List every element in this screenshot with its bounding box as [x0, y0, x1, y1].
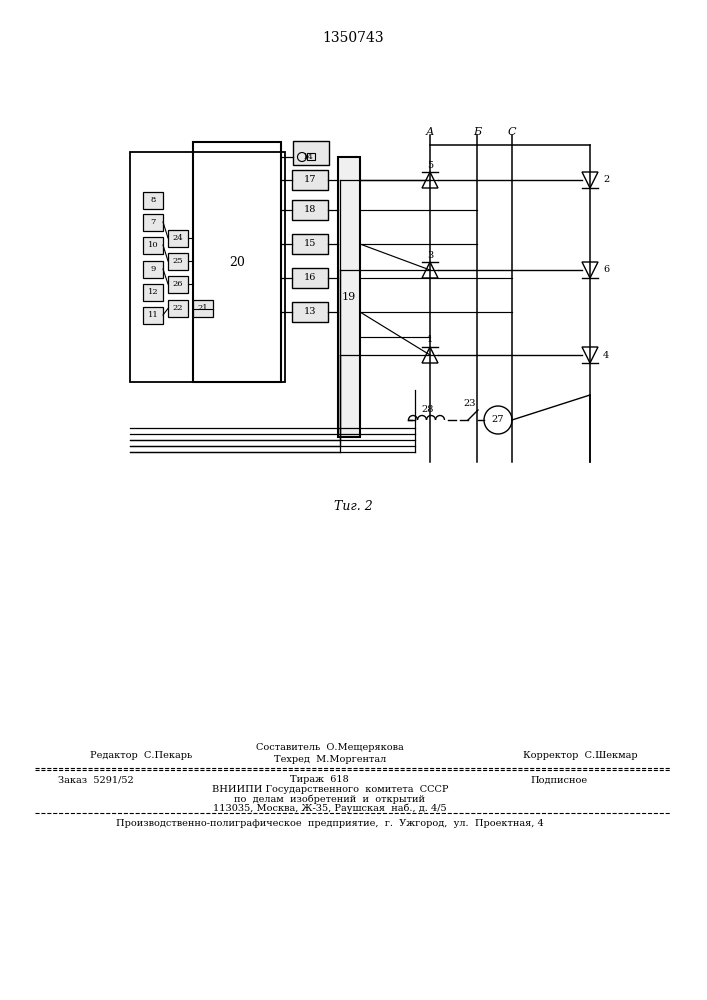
Bar — [143, 306, 163, 324]
Bar — [292, 200, 328, 220]
Text: 10: 10 — [148, 241, 158, 249]
Text: 28: 28 — [422, 404, 434, 414]
Bar — [193, 142, 281, 382]
Bar — [143, 260, 163, 277]
Text: Подписное: Подписное — [530, 776, 587, 784]
Text: 15: 15 — [304, 239, 316, 248]
Bar — [143, 214, 163, 231]
Text: 24: 24 — [173, 234, 183, 242]
Text: С: С — [508, 127, 516, 137]
Text: 26: 26 — [173, 280, 183, 288]
Text: 17: 17 — [304, 176, 316, 184]
Text: 3: 3 — [427, 250, 433, 259]
Text: 25: 25 — [173, 257, 183, 265]
Text: Составитель  О.Мещерякова: Составитель О.Мещерякова — [256, 744, 404, 752]
Text: 27: 27 — [492, 416, 504, 424]
Text: Тираж  618: Тираж 618 — [290, 776, 349, 784]
Text: 18: 18 — [304, 206, 316, 215]
Text: 19: 19 — [342, 292, 356, 302]
Text: 1: 1 — [427, 336, 433, 344]
Bar — [293, 141, 329, 165]
Bar — [143, 236, 163, 253]
Bar — [193, 300, 213, 317]
Text: 22: 22 — [173, 304, 183, 312]
Text: Заказ  5291/52: Заказ 5291/52 — [58, 776, 134, 784]
Bar — [143, 284, 163, 300]
Text: Техред  М.Моргентал: Техред М.Моргентал — [274, 756, 386, 764]
Text: 113035, Москва, Ж-35, Раушская  наб., д. 4/5: 113035, Москва, Ж-35, Раушская наб., д. … — [214, 803, 447, 813]
Text: 12: 12 — [148, 288, 158, 296]
Text: 11: 11 — [148, 311, 158, 319]
Bar — [168, 230, 188, 246]
Bar — [292, 234, 328, 254]
Text: 14: 14 — [303, 153, 313, 161]
Text: 8: 8 — [151, 196, 156, 204]
Bar — [168, 252, 188, 269]
Text: Производственно-полиграфическое  предприятие,  г.  Ужгород,  ул.  Проектная, 4: Производственно-полиграфическое предприя… — [116, 820, 544, 828]
Text: Корректор  С.Шекмар: Корректор С.Шекмар — [522, 752, 637, 760]
Text: 13: 13 — [304, 308, 316, 316]
Text: Τиг. 2: Τиг. 2 — [334, 500, 373, 514]
Bar — [292, 170, 328, 190]
Text: по  делам  изобретений  и  открытий: по делам изобретений и открытий — [235, 794, 426, 804]
Bar — [168, 275, 188, 292]
Text: 23: 23 — [464, 399, 477, 408]
Text: 5: 5 — [427, 160, 433, 169]
Text: 7: 7 — [151, 218, 156, 226]
Text: 16: 16 — [304, 273, 316, 282]
Text: 20: 20 — [229, 255, 245, 268]
Text: А: А — [426, 127, 434, 137]
Text: ВНИИПИ Государственного  комитета  СССР: ВНИИПИ Государственного комитета СССР — [212, 786, 448, 794]
Bar — [130, 152, 285, 382]
Text: Б: Б — [473, 127, 481, 137]
Text: 21: 21 — [198, 304, 209, 312]
Text: 4: 4 — [603, 351, 609, 360]
Text: Редактор  С.Пекарь: Редактор С.Пекарь — [90, 752, 192, 760]
Text: 1350743: 1350743 — [322, 31, 384, 45]
Bar — [168, 300, 188, 317]
Bar — [292, 302, 328, 322]
Bar — [143, 192, 163, 209]
Text: 6: 6 — [603, 265, 609, 274]
Bar — [292, 268, 328, 288]
Bar — [307, 153, 315, 160]
Text: 9: 9 — [151, 265, 156, 273]
Text: 2: 2 — [603, 176, 609, 184]
Bar — [338, 157, 360, 437]
